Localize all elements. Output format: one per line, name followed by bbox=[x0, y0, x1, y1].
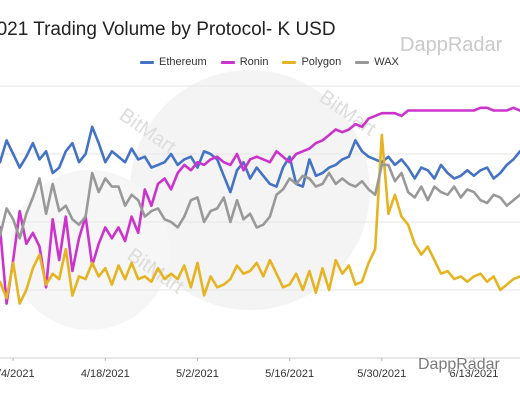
legend-item-wax[interactable]: WAX bbox=[355, 56, 399, 68]
legend-label-ronin: Ronin bbox=[239, 56, 269, 68]
x-tick-label: 5/16/2021 bbox=[265, 368, 314, 380]
legend-item-ronin[interactable]: Ronin bbox=[220, 56, 269, 68]
legend-label-wax: WAX bbox=[374, 56, 399, 68]
x-tick-label: 5/2/2021 bbox=[176, 368, 219, 380]
x-tick-label: 6/13/2021 bbox=[449, 368, 498, 380]
x-tick-layer: 4/4/2021 4/18/2021 5/2/2021 5/16/2021 5/30/2… bbox=[0, 358, 498, 380]
legend-item-polygon[interactable]: Polygon bbox=[282, 56, 341, 68]
chart-legend: Ethereum Ronin Polygon WAX bbox=[140, 56, 399, 68]
legend-label-polygon: Polygon bbox=[301, 56, 342, 68]
series-line-polygon bbox=[0, 133, 520, 305]
legend-swatch-ethereum bbox=[140, 60, 154, 64]
legend-swatch-polygon bbox=[282, 60, 297, 64]
chart-title: 2021 Trading Volume by Protocol- K USD bbox=[0, 19, 336, 40]
dappradar-watermark-top: DappRadar bbox=[400, 34, 503, 56]
legend-swatch-wax bbox=[355, 60, 370, 64]
x-tick-label: 5/30/2021 bbox=[357, 368, 406, 380]
x-tick-label: 4/18/2021 bbox=[81, 368, 130, 380]
series-layer bbox=[0, 106, 520, 305]
legend-swatch-ronin bbox=[220, 60, 235, 64]
series-line-ronin bbox=[0, 106, 520, 305]
series-line-wax bbox=[0, 163, 520, 240]
x-tick-label: 4/4/2021 bbox=[0, 368, 35, 380]
bitmart-watermark-shape bbox=[130, 70, 370, 310]
series-line-ethereum bbox=[0, 125, 520, 194]
legend-item-ethereum[interactable]: Ethereum bbox=[140, 56, 207, 68]
legend-label-ethereum: Ethereum bbox=[159, 56, 207, 68]
dappradar-watermark-bottom: DappRadar bbox=[418, 356, 500, 373]
